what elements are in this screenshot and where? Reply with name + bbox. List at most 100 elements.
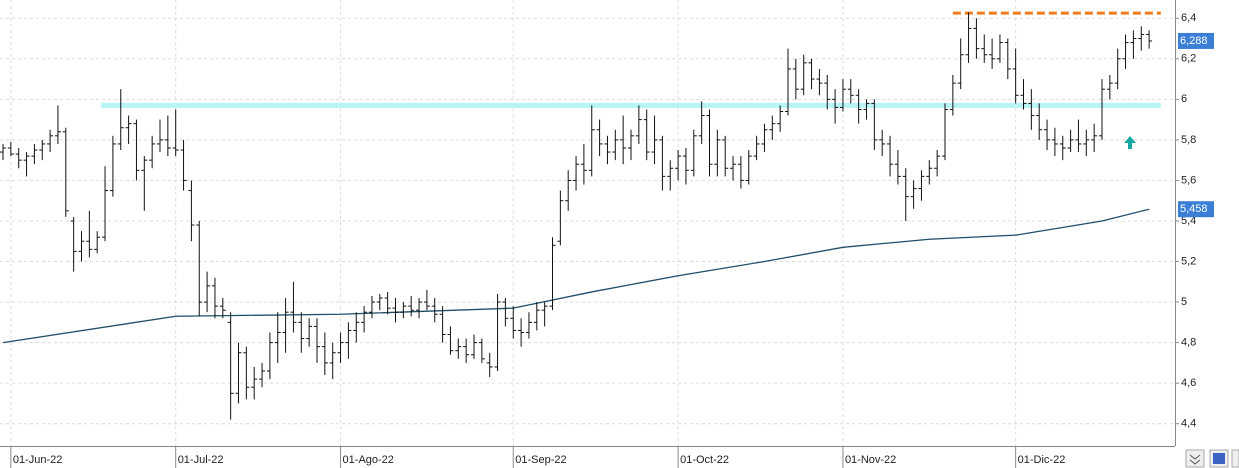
ohlc-bar xyxy=(266,332,273,380)
ohlc-bar xyxy=(180,139,187,191)
ohlc-bar xyxy=(447,326,454,355)
ohlc-bar xyxy=(785,48,791,116)
ohlc-bar xyxy=(942,103,948,161)
ohlc-bar xyxy=(227,312,234,420)
ohlc-bar xyxy=(31,143,38,165)
ohlc-bar xyxy=(620,115,627,165)
ohlc-bar xyxy=(973,18,980,59)
ohlc-bar xyxy=(149,135,156,169)
ohlc-bar xyxy=(573,156,580,191)
ohlc-bar xyxy=(416,298,423,319)
ohlc-bar xyxy=(1036,103,1043,140)
ohlc-bar xyxy=(996,34,1003,63)
y-tick-label: 6,4 xyxy=(1181,12,1196,24)
ohlc-bar xyxy=(125,115,132,144)
ohlc-bar xyxy=(549,237,556,311)
ohlc-bar xyxy=(839,79,846,112)
ohlc-bar xyxy=(47,129,54,153)
y-tick-label: 5,2 xyxy=(1181,255,1196,267)
ohlc-bar xyxy=(957,38,964,90)
x-tick-label: 01-Oct-22 xyxy=(680,454,729,466)
price-label-box xyxy=(1178,201,1214,218)
ohlc-bar xyxy=(471,334,477,359)
ohlc-bar xyxy=(353,312,360,343)
ohlc-bar xyxy=(196,220,203,317)
ohlc-bar xyxy=(1106,75,1113,100)
ohlc-bar xyxy=(871,99,878,151)
ohlc-bar xyxy=(588,105,595,177)
ohlc-bar xyxy=(251,366,258,400)
ohlc-bar xyxy=(39,139,46,161)
ohlc-bar xyxy=(321,332,328,376)
ohlc-bar xyxy=(1075,119,1082,153)
ohlc-bar xyxy=(361,306,368,333)
y-tick-label: 5,8 xyxy=(1181,134,1196,146)
ohlc-bar xyxy=(518,318,525,347)
x-tick-label: 01-Nov-22 xyxy=(845,454,896,466)
ohlc-bar xyxy=(667,160,674,191)
ohlc-bar xyxy=(855,89,862,124)
ohlc-bar xyxy=(816,68,823,96)
y-tick-label: 4,8 xyxy=(1181,337,1196,349)
x-tick-label: 01-Sep-22 xyxy=(515,454,566,466)
ohlc-bar xyxy=(376,293,383,311)
ohlc-bar xyxy=(502,298,509,327)
ohlc-bar xyxy=(682,147,689,185)
menu-button[interactable] xyxy=(1231,449,1239,468)
ohlc-bar xyxy=(431,298,438,323)
x-tick-label: 01-Jun-22 xyxy=(13,454,63,466)
ohlc-bar xyxy=(730,156,737,181)
ohlc-bar xyxy=(102,166,109,242)
ohlc-bar xyxy=(808,58,815,90)
ohlc-bar xyxy=(109,135,116,197)
ohlc-bar xyxy=(698,101,705,144)
ohlc-bar xyxy=(0,143,6,161)
y-tick-label: 6,2 xyxy=(1181,53,1196,65)
ohlc-bar xyxy=(117,89,124,151)
ohlc-bar xyxy=(243,346,250,400)
y-tick-label: 5,6 xyxy=(1181,174,1196,186)
ohlc-bar xyxy=(989,38,996,69)
ohlc-bar xyxy=(894,150,901,185)
price-label-box xyxy=(1178,32,1214,49)
ohlc-bar xyxy=(7,141,14,157)
ohlc-bar xyxy=(541,302,548,327)
y-tick-label: 4,4 xyxy=(1181,418,1196,430)
price-label: 5,458 xyxy=(1180,203,1208,215)
ohlc-bar xyxy=(1004,38,1011,80)
ohlc-bar xyxy=(769,115,776,140)
y-tick-label: 6 xyxy=(1181,93,1187,105)
moving-average xyxy=(2,208,1150,344)
ohlc-bar xyxy=(494,293,501,371)
ohlc-bar xyxy=(659,135,666,191)
ohlc-bar xyxy=(690,129,697,177)
ohlc-bar xyxy=(141,156,148,211)
ohlc-bar xyxy=(525,312,532,339)
ohlc-bar xyxy=(384,291,391,315)
ohlc-bar xyxy=(15,147,22,169)
ohlc-bar xyxy=(934,150,941,177)
ohlc-bar xyxy=(879,129,886,157)
ohlc-bar xyxy=(777,105,784,132)
ohlc-bar xyxy=(235,342,242,404)
ohlc-bar xyxy=(643,109,650,161)
ohlc-bar xyxy=(761,123,768,153)
y-tick-label: 5 xyxy=(1181,296,1187,308)
ohlc-bar xyxy=(737,156,744,189)
ohlc-bar xyxy=(792,58,799,100)
ohlc-bar xyxy=(1051,127,1058,157)
ohlc-bar xyxy=(368,295,375,319)
x-tick-label: 01-Ago-22 xyxy=(343,454,394,466)
ohlc-bar xyxy=(463,338,470,363)
ohlc-bar xyxy=(133,119,140,181)
ohlc-bar xyxy=(1012,48,1019,104)
ohlc-bar xyxy=(259,362,266,388)
ohlc-bar xyxy=(274,312,281,363)
ohlc-bar xyxy=(211,277,218,319)
ohlc-bar xyxy=(23,152,30,177)
ohlc-bar xyxy=(510,306,517,339)
ohlc-bar xyxy=(204,271,211,313)
ohlc-bar xyxy=(847,79,854,104)
ohlc-bar xyxy=(628,129,634,161)
ohlc-bar xyxy=(298,312,305,353)
